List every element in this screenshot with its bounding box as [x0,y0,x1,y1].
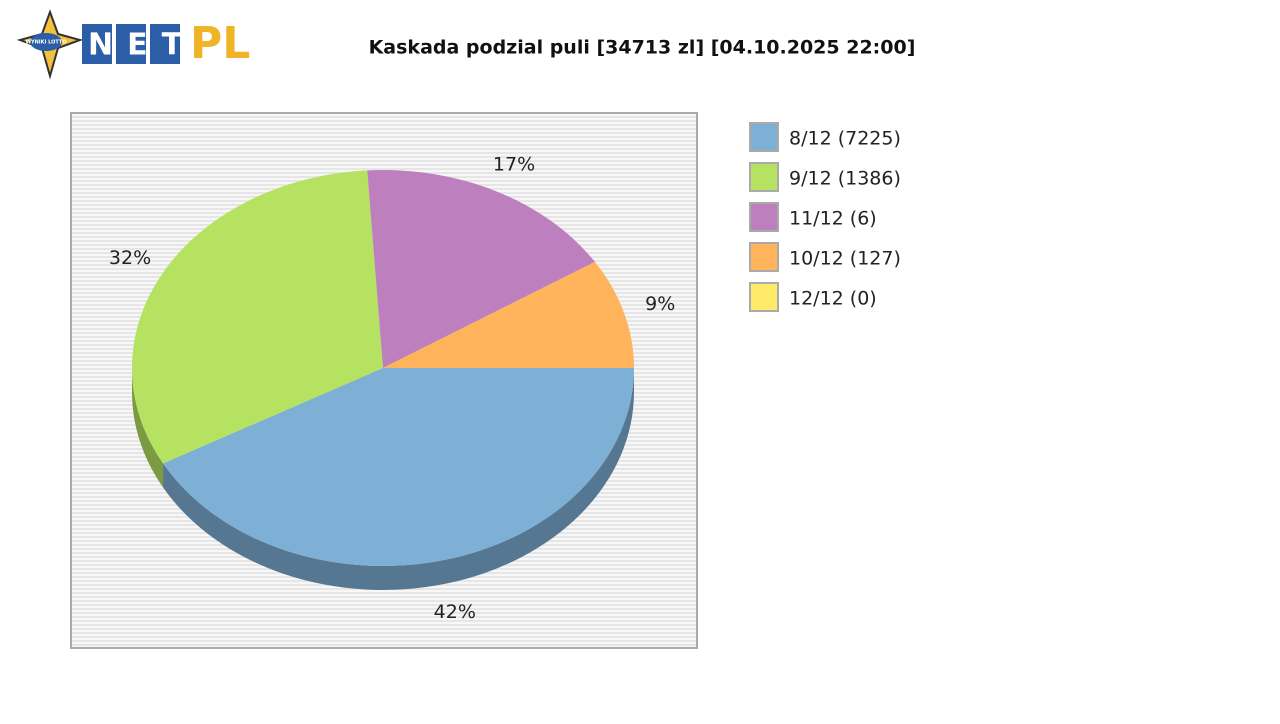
data-label: 32% [109,247,151,269]
legend-label: 8/12 (7225) [789,128,901,150]
legend-swatch [749,202,779,232]
slice-side [132,368,164,488]
slice [131,170,383,464]
legend-swatch [749,162,779,192]
slice [383,261,634,368]
logo-pl: PL [190,18,250,69]
slice [367,169,595,368]
data-label: 9% [645,293,675,315]
data-label: 42% [434,601,476,623]
chart-title: Kaskada podzial puli [34713 zl] [04.10.2… [369,37,916,59]
legend-swatch [749,122,779,152]
data-label: 17% [493,154,535,176]
legend-label: 12/12 (0) [789,288,877,310]
legend-label: 11/12 (6) [789,208,877,230]
legend-swatch [749,242,779,272]
slice [163,368,634,567]
legend-label: 10/12 (127) [789,248,901,270]
logo-badge: WYNIKI LOTTO [25,40,66,46]
legend-label: 9/12 (1386) [789,168,901,190]
legend-swatch [749,282,779,312]
logo: WYNIKI LOTTO NET PL [16,9,250,80]
logo-net: NET [88,28,196,63]
